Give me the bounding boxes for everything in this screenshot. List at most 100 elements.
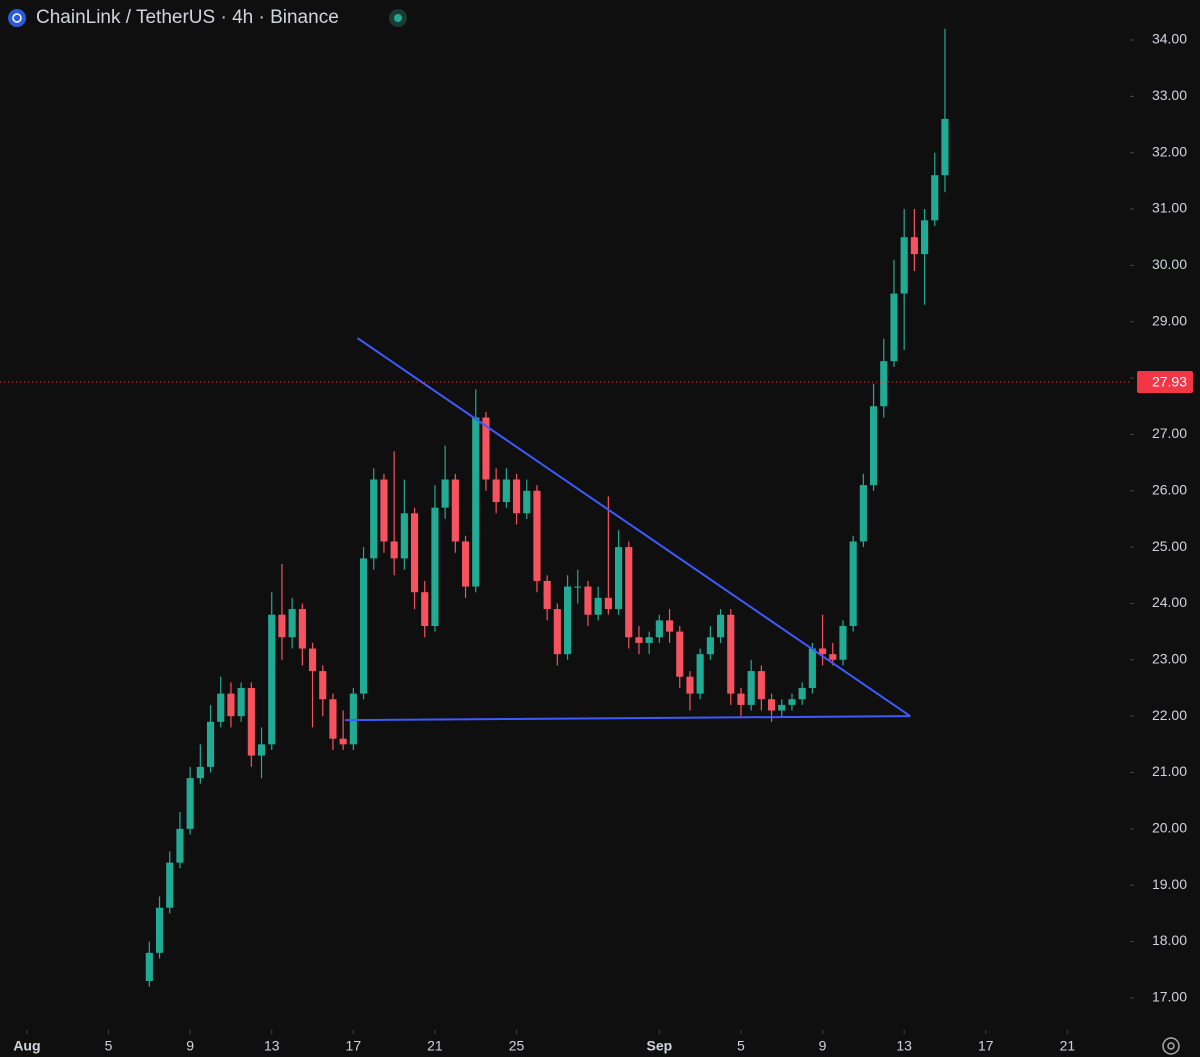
candle-body [512,479,521,514]
candle-body [910,237,918,255]
y-tick-label: 25.00 [1152,538,1187,554]
candle-body [482,417,490,480]
plot-area [145,28,949,987]
candle-body [533,490,541,581]
candle-body [900,237,908,294]
y-tick-label: 30.00 [1152,256,1187,272]
candle-body [400,513,408,559]
y-tick-label: 31.00 [1152,200,1187,216]
candle-body [502,479,510,503]
candle-body [288,609,296,638]
candle-body [553,609,561,655]
candle-body [319,671,327,700]
x-tick-label: 9 [819,1038,827,1054]
trendline [345,715,911,722]
candle-body [941,118,949,176]
candle-body [247,687,255,756]
y-tick-label: 33.00 [1152,87,1187,103]
candle-body [859,485,867,542]
x-tick-label: 17 [978,1038,994,1054]
candle-body [594,597,602,615]
y-tick-label: 34.00 [1152,31,1187,47]
candle-body [380,479,388,542]
candle-body [808,648,816,688]
y-tick-label: 32.00 [1152,143,1187,159]
x-tick-label: 17 [346,1038,362,1054]
candle-body [696,654,704,694]
candle-body [686,676,694,694]
candle-body [472,417,480,587]
candle-body [359,558,368,694]
candle-body [604,597,612,610]
candle-body [227,693,235,717]
y-tick-label: 17.00 [1152,989,1187,1005]
y-tick-label: 21.00 [1152,763,1187,779]
candle-body [349,693,357,745]
candle-body [829,654,837,660]
candle-body [390,541,398,559]
price-label: 27.93 [1152,374,1187,390]
candle-body [767,699,776,711]
x-tick-label: 5 [105,1038,113,1054]
status-dot [394,14,402,22]
candle-body [890,293,898,362]
candle-body [706,637,714,655]
candle-body [880,361,888,407]
candle-body [727,614,735,694]
settings-icon[interactable] [1162,1037,1180,1055]
candle-body [166,862,174,908]
y-tick-label: 29.00 [1152,312,1187,328]
y-tick-label: 19.00 [1152,876,1187,892]
candle-body [798,687,806,700]
candle-body [625,547,633,638]
candle-body [145,952,153,981]
candle-body [920,220,929,255]
candle-body [665,620,674,632]
y-tick-label: 27.00 [1152,425,1187,441]
candle-body [869,406,878,486]
y-tick-label: 20.00 [1152,820,1187,836]
x-tick-label: Sep [647,1038,673,1054]
candle-body [543,580,551,610]
trendline [356,337,911,717]
x-tick-label: 13 [896,1038,912,1054]
candle-body [196,766,204,779]
candle-body [747,671,755,705]
candle-body [778,704,786,711]
candle-body [441,479,449,508]
candle-body [308,648,317,672]
price-label-box [1137,371,1193,394]
candle-body [523,490,531,514]
y-tick-label: 23.00 [1152,651,1187,667]
candle-body [563,586,572,655]
candle-body [268,614,276,745]
candle-body [655,620,663,638]
candle-body [574,586,582,588]
y-tick-label: 24.00 [1152,594,1187,610]
candle-body [431,507,439,627]
chart-title: ChainLink / TetherUS · 4h · Binance [36,7,339,28]
candle-body [584,586,592,615]
candle-body [818,648,827,655]
candle-body [645,637,653,643]
candle-body [635,637,643,643]
candle-body [410,513,419,593]
candle-body [451,479,459,542]
x-tick-label: 25 [509,1038,525,1054]
symbol-icon-mark [12,13,22,23]
x-tick-label: 21 [427,1038,443,1054]
candle-body [716,614,725,638]
x-tick-label: 5 [737,1038,745,1054]
candle-body [176,828,184,863]
candle-body [278,614,286,638]
candle-body [737,693,745,705]
candle-body [206,721,215,767]
candle-body [931,175,939,221]
candle-body [757,671,765,700]
candle-body [217,693,225,722]
candle-body [849,541,857,627]
symbol-icon [8,9,26,27]
candle-body [461,541,470,587]
candle-body [155,907,164,953]
